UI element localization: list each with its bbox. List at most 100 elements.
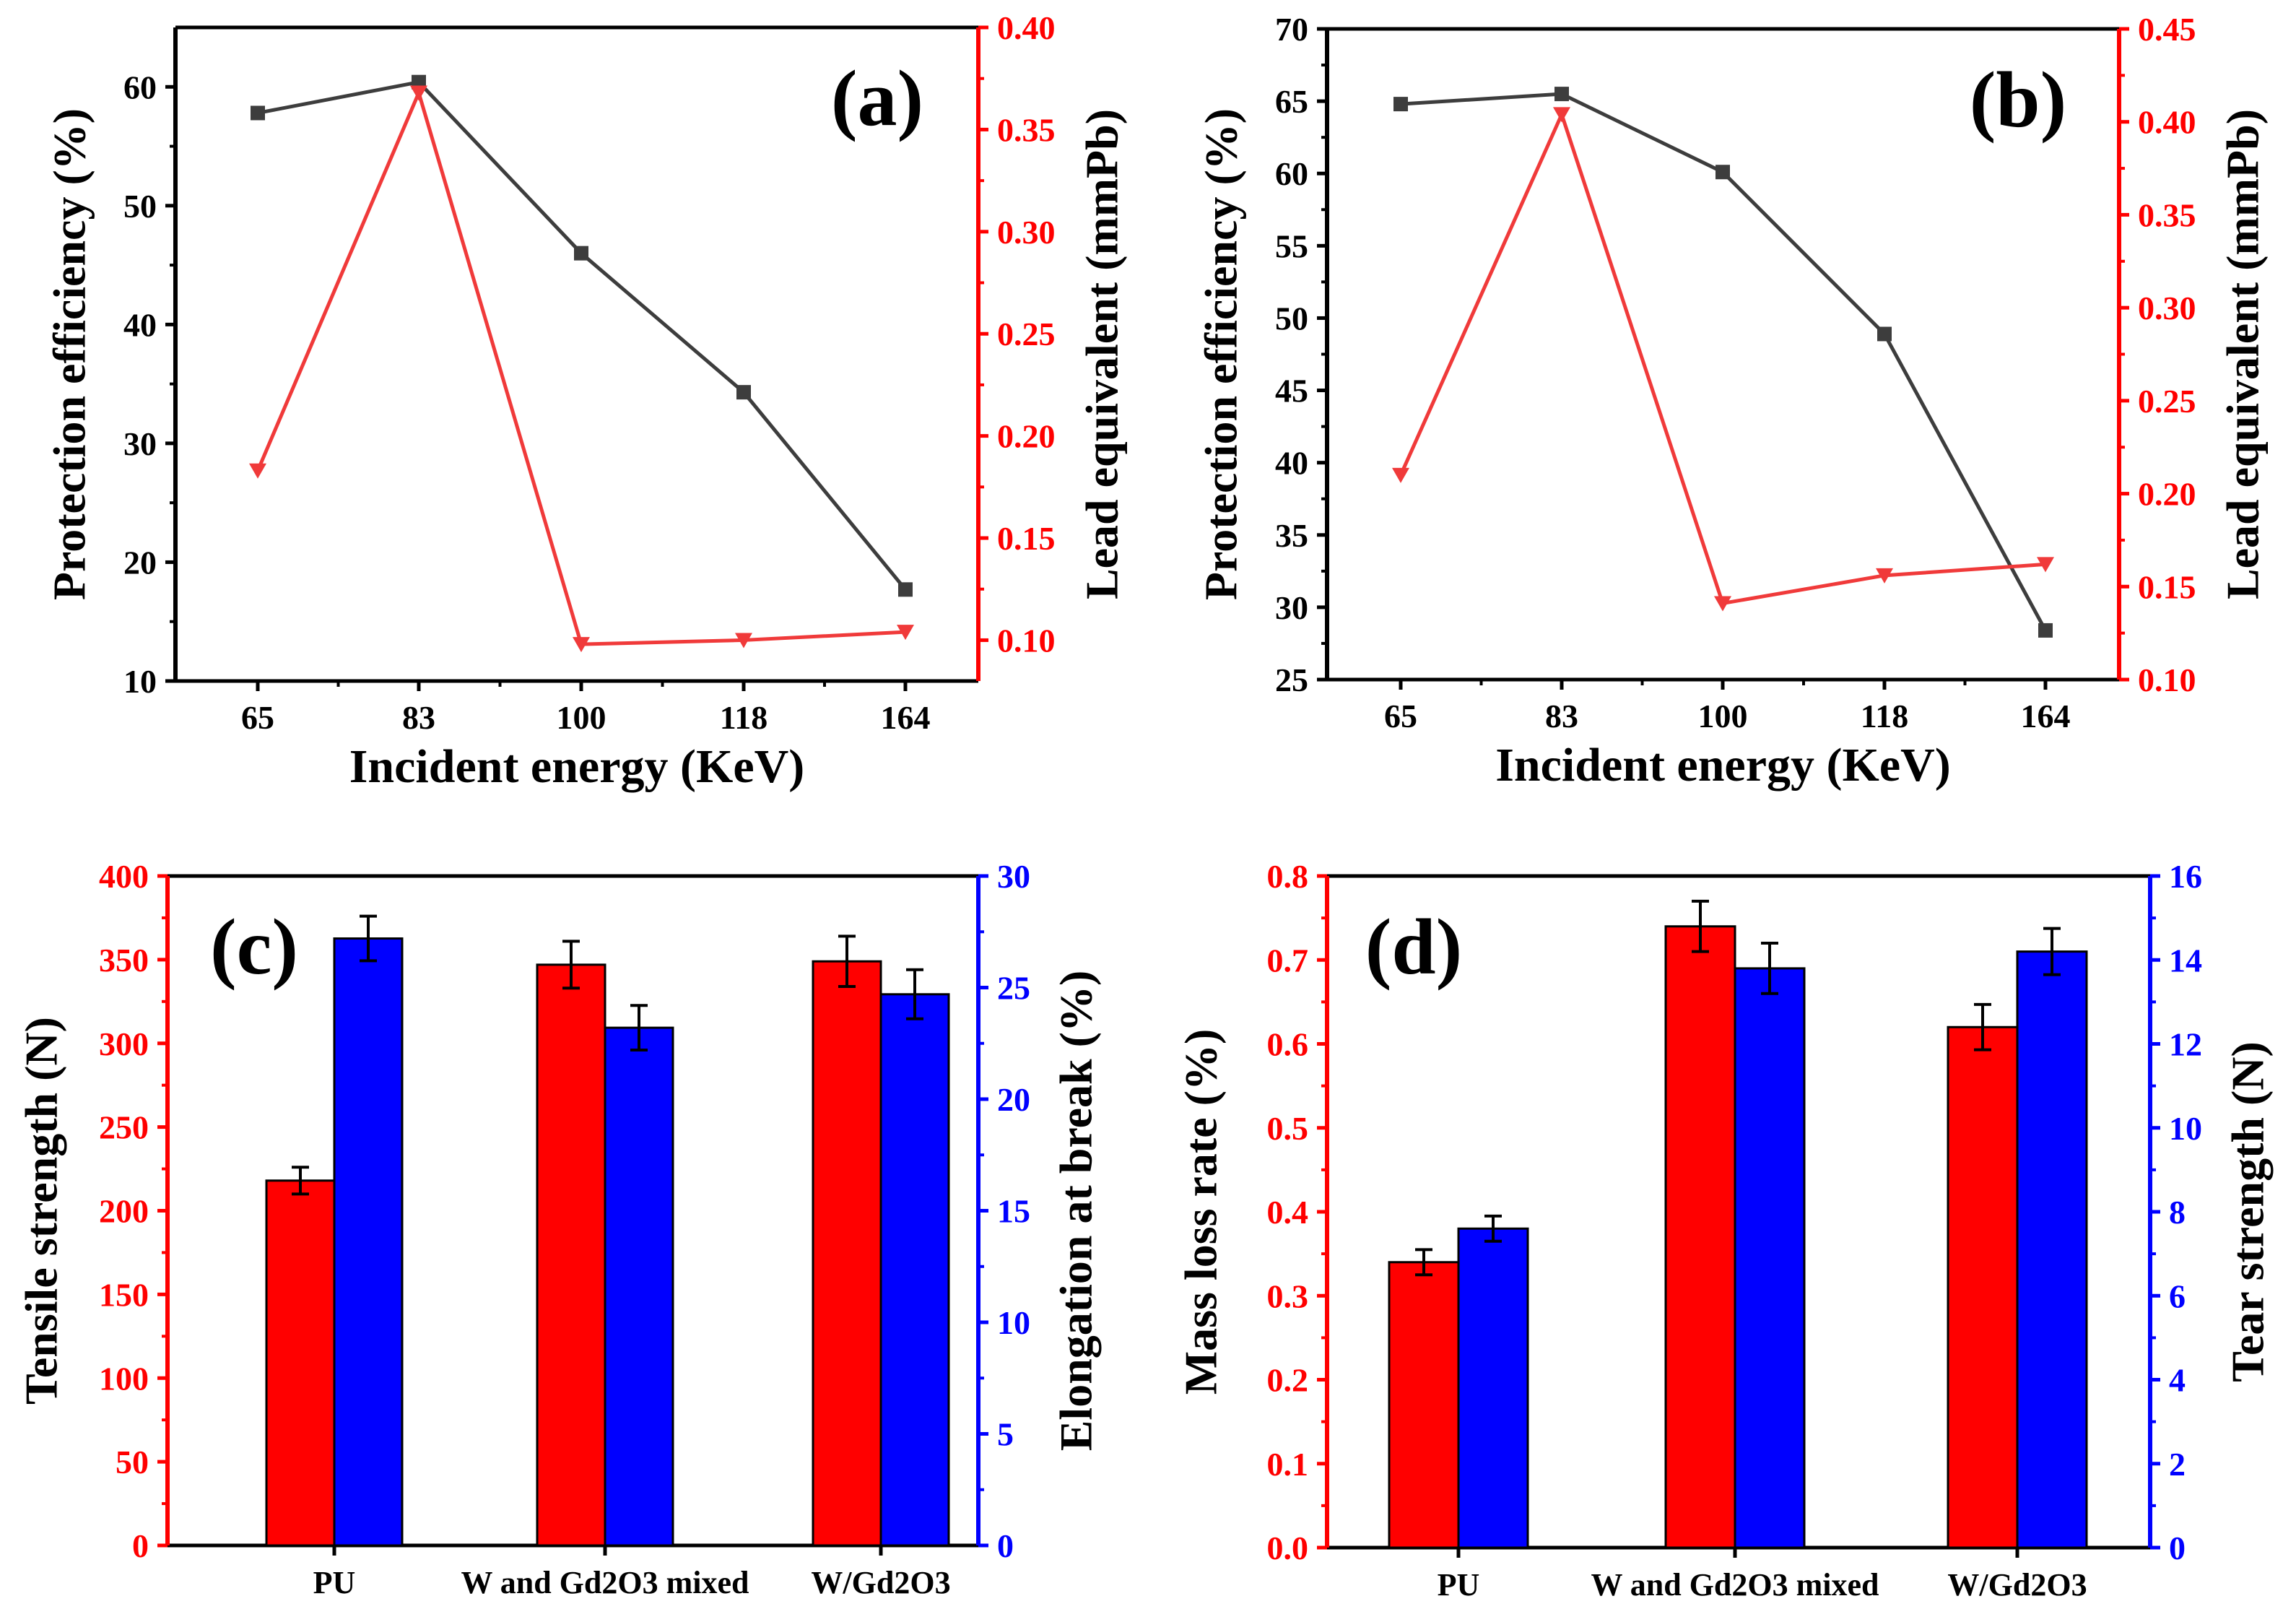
right-tick-label: 15	[997, 1193, 1030, 1230]
x-tick-label: W and Gd2O3 mixed	[1591, 1567, 1879, 1603]
right-tick-label: 5	[997, 1416, 1014, 1453]
right-tick-label: 2	[2169, 1446, 2186, 1483]
data-point-triangle	[573, 637, 590, 653]
left-tick-label: 45	[1275, 373, 1308, 409]
right-tick-label: 0.40	[2138, 104, 2196, 141]
x-tick-label: W/Gd2O3	[811, 1565, 950, 1600]
right-tick-label: 0.20	[997, 418, 1056, 455]
right-tick-label: 0.35	[997, 111, 1056, 148]
right-tick-label: 30	[997, 858, 1030, 895]
panel-c: 0 50 100 150 200 250 300 350 400 0 5 10 15 20 25 30 PU W …	[16, 858, 1102, 1600]
data-point-square	[1716, 165, 1730, 180]
left-tick-label: 20	[123, 544, 157, 581]
data-point-triangle	[1392, 467, 1409, 483]
data-point-square	[736, 385, 751, 400]
right-tick-label: 0.30	[997, 214, 1056, 251]
left-tick-label: 0.2	[1267, 1362, 1309, 1399]
panel-d: 0.0 0.1 0.2 0.3 0.4 0.5 0.6 0.7 0.8 0 2 4 6 8 10 12 14 16…	[1175, 858, 2274, 1603]
x-axis-title: Incident energy (KeV)	[349, 740, 805, 793]
left-tick-label: 0.6	[1267, 1026, 1309, 1063]
left-tick-label: 65	[1275, 83, 1308, 120]
data-point-square	[251, 105, 265, 121]
right-tick-label: 0	[997, 1527, 1014, 1564]
right-tick-label: 0.40	[997, 9, 1056, 46]
x-tick-label: PU	[313, 1565, 356, 1600]
left-tick-label: 150	[99, 1276, 149, 1313]
bar	[812, 960, 882, 1547]
right-tick-label: 4	[2169, 1362, 2186, 1399]
right-tick-label: 0	[2169, 1530, 2186, 1566]
left-tick-label: 70	[1275, 11, 1308, 48]
data-point-triangle	[735, 633, 752, 649]
bar	[1664, 925, 1736, 1549]
bar	[265, 1179, 336, 1547]
left-tick-label: 40	[1275, 445, 1308, 482]
data-point-triangle	[1876, 568, 1893, 584]
data-point-triangle	[410, 85, 427, 101]
left-tick-label: 35	[1275, 517, 1308, 554]
right-tick-label: 0.20	[2138, 476, 2196, 513]
x-tick-label: 100	[557, 699, 606, 736]
x-tick-label: 164	[881, 699, 931, 736]
right-tick-label: 16	[2169, 858, 2202, 895]
panel-label: (b)	[1970, 56, 2066, 144]
series-line-1	[256, 87, 906, 646]
x-tick-label: 118	[720, 699, 767, 736]
right-tick-label: 10	[997, 1304, 1030, 1341]
bar	[1734, 967, 1806, 1549]
data-point-triangle	[2037, 557, 2054, 573]
panel-label: (c)	[210, 903, 298, 991]
left-tick-label: 55	[1275, 227, 1308, 264]
right-tick-label: 14	[2169, 942, 2202, 979]
right-tick-label: 0.45	[2138, 11, 2196, 48]
data-point-square	[574, 246, 588, 261]
left-tick-label: 50	[1275, 300, 1308, 337]
left-tick-label: 0.4	[1267, 1194, 1309, 1231]
left-tick-label: 0.0	[1267, 1530, 1309, 1566]
data-point-square	[1393, 97, 1408, 112]
bar	[879, 993, 950, 1547]
bar	[333, 937, 404, 1547]
data-point-square	[1877, 326, 1892, 342]
bar	[1388, 1261, 1460, 1549]
left-tick-label: 50	[116, 1444, 149, 1480]
right-axis-title: Elongation at break (%)	[1051, 971, 1102, 1452]
left-tick-label: 250	[99, 1109, 149, 1146]
left-tick-label: 0.5	[1267, 1110, 1309, 1147]
bar	[604, 1026, 674, 1547]
data-point-square	[898, 582, 913, 597]
x-tick-label: 118	[1861, 698, 1908, 734]
right-tick-label: 0.30	[2138, 290, 2196, 326]
left-tick-label: 350	[99, 942, 149, 979]
left-tick-label: 30	[123, 425, 157, 462]
left-tick-label: 25	[1275, 662, 1308, 698]
x-axis-title: Incident energy (KeV)	[1495, 739, 1951, 792]
left-tick-label: 10	[123, 663, 157, 700]
left-tick-label: 50	[123, 188, 157, 225]
left-tick-label: 0.7	[1267, 942, 1309, 979]
data-point-square	[1554, 87, 1569, 102]
right-axis-title: Lead equivalent (mmPb)	[2217, 109, 2269, 599]
left-axis-title: Mass loss rate (%)	[1175, 1029, 1227, 1395]
right-axis-title: Lead equivalent (mmPb)	[1077, 109, 1128, 599]
x-tick-label: 65	[241, 699, 274, 736]
x-tick-label: W/Gd2O3	[1947, 1567, 2087, 1603]
right-tick-label: 25	[997, 970, 1030, 1007]
x-tick-label: 100	[1698, 698, 1748, 734]
left-tick-label: 300	[99, 1025, 149, 1062]
series-line-1	[1399, 109, 2046, 606]
x-tick-label: 83	[402, 699, 435, 736]
x-tick-label: PU	[1438, 1567, 1480, 1603]
left-tick-label: 0.3	[1267, 1278, 1309, 1314]
left-tick-label: 40	[123, 306, 157, 343]
right-tick-label: 0.15	[997, 520, 1056, 557]
bar	[1457, 1227, 1529, 1549]
panel-a: 10 20 30 40 50 60 0.10 0.15 0.20 0.25 0.30 0.35 0.40…	[44, 9, 1128, 793]
panel-label: (d)	[1365, 903, 1462, 991]
data-point-triangle	[249, 463, 266, 479]
x-tick-label: 65	[1384, 698, 1417, 734]
bar	[2016, 950, 2088, 1549]
right-tick-label: 0.25	[997, 316, 1056, 352]
right-tick-label: 20	[997, 1081, 1030, 1118]
